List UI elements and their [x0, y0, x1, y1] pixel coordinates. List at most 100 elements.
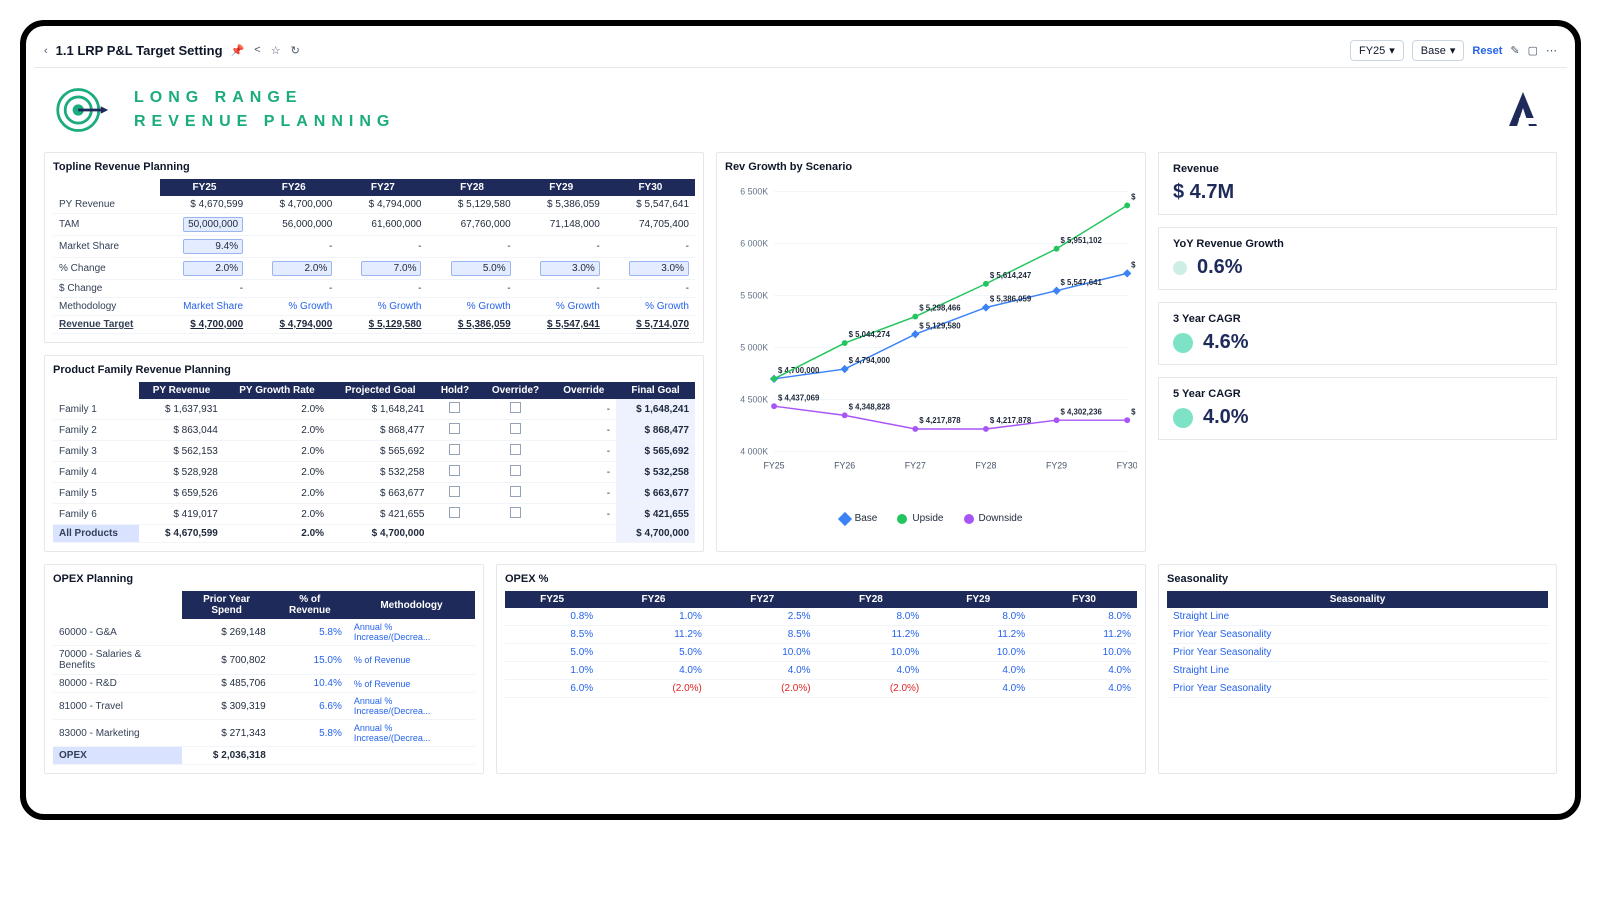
chevron-down-icon: ▾ — [1450, 44, 1456, 57]
methodology-select[interactable]: Annual % Increase/(Decrea... — [348, 619, 475, 646]
opex-pct-cell[interactable]: 8.0% — [925, 608, 1031, 626]
opex-pct-cell[interactable]: 11.2% — [817, 626, 926, 644]
override-checkbox[interactable] — [510, 465, 521, 476]
opex-pct-cell[interactable]: 11.2% — [925, 626, 1031, 644]
opex-pct-cell[interactable]: 4.0% — [708, 662, 817, 680]
opex-pct-cell[interactable]: (2.0%) — [817, 680, 926, 698]
pf-header: Override? — [479, 382, 551, 399]
kpi-yoy: YoY Revenue Growth 0.6% — [1158, 227, 1557, 290]
cell[interactable]: 5.0% — [427, 258, 516, 280]
opex-pct-cell[interactable]: 2.5% — [708, 608, 817, 626]
svg-text:FY29: FY29 — [1046, 460, 1067, 470]
row-label: Methodology — [53, 298, 160, 316]
methodology-select[interactable]: Annual % Increase/(Decrea... — [348, 693, 475, 720]
cell: $ 5,129,580 — [338, 316, 427, 334]
override-checkbox[interactable] — [510, 444, 521, 455]
cell[interactable]: 3.0% — [517, 258, 606, 280]
pf-header: Projected Goal — [330, 382, 430, 399]
input-cell[interactable]: 5.0% — [451, 261, 511, 276]
banner-line2: REVENUE PLANNING — [134, 110, 395, 134]
hold-checkbox[interactable] — [449, 486, 460, 497]
brand-logo — [1499, 86, 1547, 134]
input-cell[interactable]: 3.0% — [629, 261, 689, 276]
opex-pct-cell[interactable]: (2.0%) — [708, 680, 817, 698]
opex-pct-cell[interactable]: 5.0% — [599, 644, 708, 662]
opex-pct-cell[interactable]: 10.0% — [1031, 644, 1137, 662]
comment-icon[interactable]: ▢ — [1528, 44, 1538, 57]
hold-checkbox[interactable] — [449, 444, 460, 455]
opex-pct-cell[interactable]: 8.0% — [1031, 608, 1137, 626]
refresh-icon[interactable]: ↻ — [291, 44, 300, 57]
scenario-selector[interactable]: Base ▾ — [1412, 40, 1465, 61]
legend-item[interactable]: Upside — [897, 513, 943, 524]
cell: $ 4,670,599 — [160, 196, 249, 214]
input-cell[interactable]: 50,000,000 — [183, 217, 243, 232]
opex-pct-cell[interactable]: 5.0% — [505, 644, 599, 662]
seasonality-select[interactable]: Straight Line — [1167, 608, 1548, 626]
opex-pct-cell[interactable]: 1.0% — [599, 608, 708, 626]
opex-pct-cell[interactable]: 4.0% — [925, 662, 1031, 680]
opex-pct-cell[interactable]: 4.0% — [1031, 680, 1137, 698]
input-cell[interactable]: 2.0% — [183, 261, 243, 276]
cell[interactable]: 3.0% — [606, 258, 695, 280]
back-icon[interactable]: ‹ — [44, 45, 48, 57]
opex-pct-cell[interactable]: 11.2% — [599, 626, 708, 644]
opex-pct-cell[interactable]: 10.0% — [708, 644, 817, 662]
seasonality-select[interactable]: Straight Line — [1167, 662, 1548, 680]
opex-pct-cell[interactable]: 6.0% — [505, 680, 599, 698]
methodology-select[interactable]: % of Revenue — [348, 675, 475, 693]
hold-checkbox[interactable] — [449, 465, 460, 476]
opex-pct-cell[interactable]: 4.0% — [925, 680, 1031, 698]
cell[interactable]: 50,000,000 — [160, 214, 249, 236]
legend-item[interactable]: Base — [840, 513, 878, 524]
more-icon[interactable]: ⋯ — [1546, 44, 1557, 57]
cell[interactable]: 9.4% — [160, 236, 249, 258]
opex-pct-cell[interactable]: 4.0% — [599, 662, 708, 680]
cell[interactable]: 2.0% — [249, 258, 338, 280]
fy-selector[interactable]: FY25 ▾ — [1350, 40, 1404, 61]
svg-text:$ 5,129,580: $ 5,129,580 — [919, 321, 961, 330]
reset-button[interactable]: Reset — [1472, 45, 1502, 57]
opex-pct-cell[interactable]: (2.0%) — [599, 680, 708, 698]
edit-icon[interactable]: ✎ — [1510, 44, 1519, 57]
opex-pct-cell[interactable]: 0.8% — [505, 608, 599, 626]
hold-checkbox[interactable] — [449, 507, 460, 518]
cell[interactable]: 2.0% — [160, 258, 249, 280]
override-checkbox[interactable] — [510, 423, 521, 434]
cell: - — [606, 236, 695, 258]
methodology-select[interactable]: Annual % Increase/(Decrea... — [348, 720, 475, 747]
opex-pct-cell[interactable]: 4.0% — [1031, 662, 1137, 680]
share-icon[interactable]: < — [254, 44, 260, 57]
cell: - — [249, 280, 338, 298]
opex-pct-cell[interactable]: 1.0% — [505, 662, 599, 680]
opex-pct-cell[interactable]: 8.5% — [505, 626, 599, 644]
svg-text:$ 5,044,274: $ 5,044,274 — [849, 330, 891, 339]
input-cell[interactable]: 3.0% — [540, 261, 600, 276]
banner: LONG RANGE REVENUE PLANNING — [34, 68, 1567, 152]
override-checkbox[interactable] — [510, 507, 521, 518]
opex-plan-card: OPEX Planning Prior Year Spend% of Reven… — [44, 564, 484, 774]
opex-pct-cell[interactable]: 10.0% — [817, 644, 926, 662]
svg-text:$ 5,386,059: $ 5,386,059 — [990, 295, 1032, 304]
legend-item[interactable]: Downside — [964, 513, 1023, 524]
pin-icon[interactable]: 📌 — [231, 44, 245, 57]
override-checkbox[interactable] — [510, 486, 521, 497]
opex-pct-cell[interactable]: 11.2% — [1031, 626, 1137, 644]
opex-pct-cell[interactable]: 8.0% — [817, 608, 926, 626]
cell[interactable]: 7.0% — [338, 258, 427, 280]
methodology-select[interactable]: % of Revenue — [348, 646, 475, 675]
star-icon[interactable]: ☆ — [271, 44, 281, 57]
input-cell[interactable]: 7.0% — [361, 261, 421, 276]
hold-checkbox[interactable] — [449, 402, 460, 413]
seasonality-select[interactable]: Prior Year Seasonality — [1167, 644, 1548, 662]
hold-checkbox[interactable] — [449, 423, 460, 434]
seasonality-select[interactable]: Prior Year Seasonality — [1167, 626, 1548, 644]
opex-pct-cell[interactable]: 10.0% — [925, 644, 1031, 662]
seasonality-select[interactable]: Prior Year Seasonality — [1167, 680, 1548, 698]
opex-pct-cell[interactable]: 8.5% — [708, 626, 817, 644]
input-cell[interactable]: 2.0% — [272, 261, 332, 276]
opex-pct-cell[interactable]: 4.0% — [817, 662, 926, 680]
override-checkbox[interactable] — [510, 402, 521, 413]
input-cell[interactable]: 9.4% — [183, 239, 243, 254]
opex-plan-table: Prior Year Spend% of RevenueMethodology6… — [53, 591, 475, 765]
